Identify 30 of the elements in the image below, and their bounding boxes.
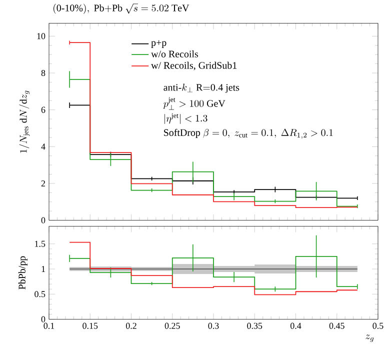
x-tick-label: 0.2: [126, 322, 136, 329]
x-tick-label: 0.35: [247, 322, 262, 329]
y-tick-label: 0.5: [34, 290, 46, 298]
x-tick-label: 0.1: [44, 322, 54, 329]
annotation: $\mathrm{SoftDrop}\ \beta = 0,\ z_{\mathrm{cut}} = 0.1,\ \Delta R_{1,2} > 0.1$: [164, 128, 333, 139]
y-tick-label: 0: [41, 217, 46, 224]
x-tick-label: 0.4: [290, 322, 302, 329]
x-tick-label: 0.25: [164, 322, 180, 329]
x-axis-title: $z_g$: [366, 334, 374, 342]
y-tick-label: 0: [41, 316, 46, 322]
y-tick-label: 10: [37, 33, 46, 40]
annotation: $\mathrm{anti}\mbox{-}k_\perp\ \mathrm{R{=}0.4\ jets}$: [164, 84, 240, 93]
legend-label: w/o Recoils: [151, 50, 198, 58]
annotation: $p_\perp^{\mathrm{jet}} > 100\ \mathrm{GeV}$: [163, 97, 226, 110]
x-tick-label: 0.3: [208, 322, 219, 329]
x-tick-label: 0.5: [372, 322, 384, 329]
y-tick-label: 6: [41, 106, 46, 113]
y-axis-title: $1/N_{\mathrm{jets}}\ \mathrm{d}N/\mathrm{d}z_g$: [19, 90, 30, 153]
y-axis-title: PbPb/pp: [18, 256, 28, 290]
chart-title: $\mathrm{(0\mbox{-}10\%),\ Pb{+}Pb}\ \sqrt{s} = 5.02\ \mathrm{TeV}$: [54, 4, 190, 14]
y-tick-label: 2: [41, 180, 45, 186]
legend-label: p+p: [151, 40, 166, 48]
y-tick-label: 8: [41, 70, 46, 76]
y-tick-label: 1.5: [35, 240, 46, 247]
x-tick-label: 0.45: [329, 322, 344, 329]
y-tick-label: 4: [41, 144, 46, 150]
y-tick-label: 1: [42, 266, 45, 272]
legend-label: w/ Recoils, GridSub1: [151, 62, 237, 70]
x-tick-label: 0.15: [82, 322, 98, 329]
annotation: $|\eta^{\mathrm{jet}}| < 1.3$: [164, 113, 208, 124]
